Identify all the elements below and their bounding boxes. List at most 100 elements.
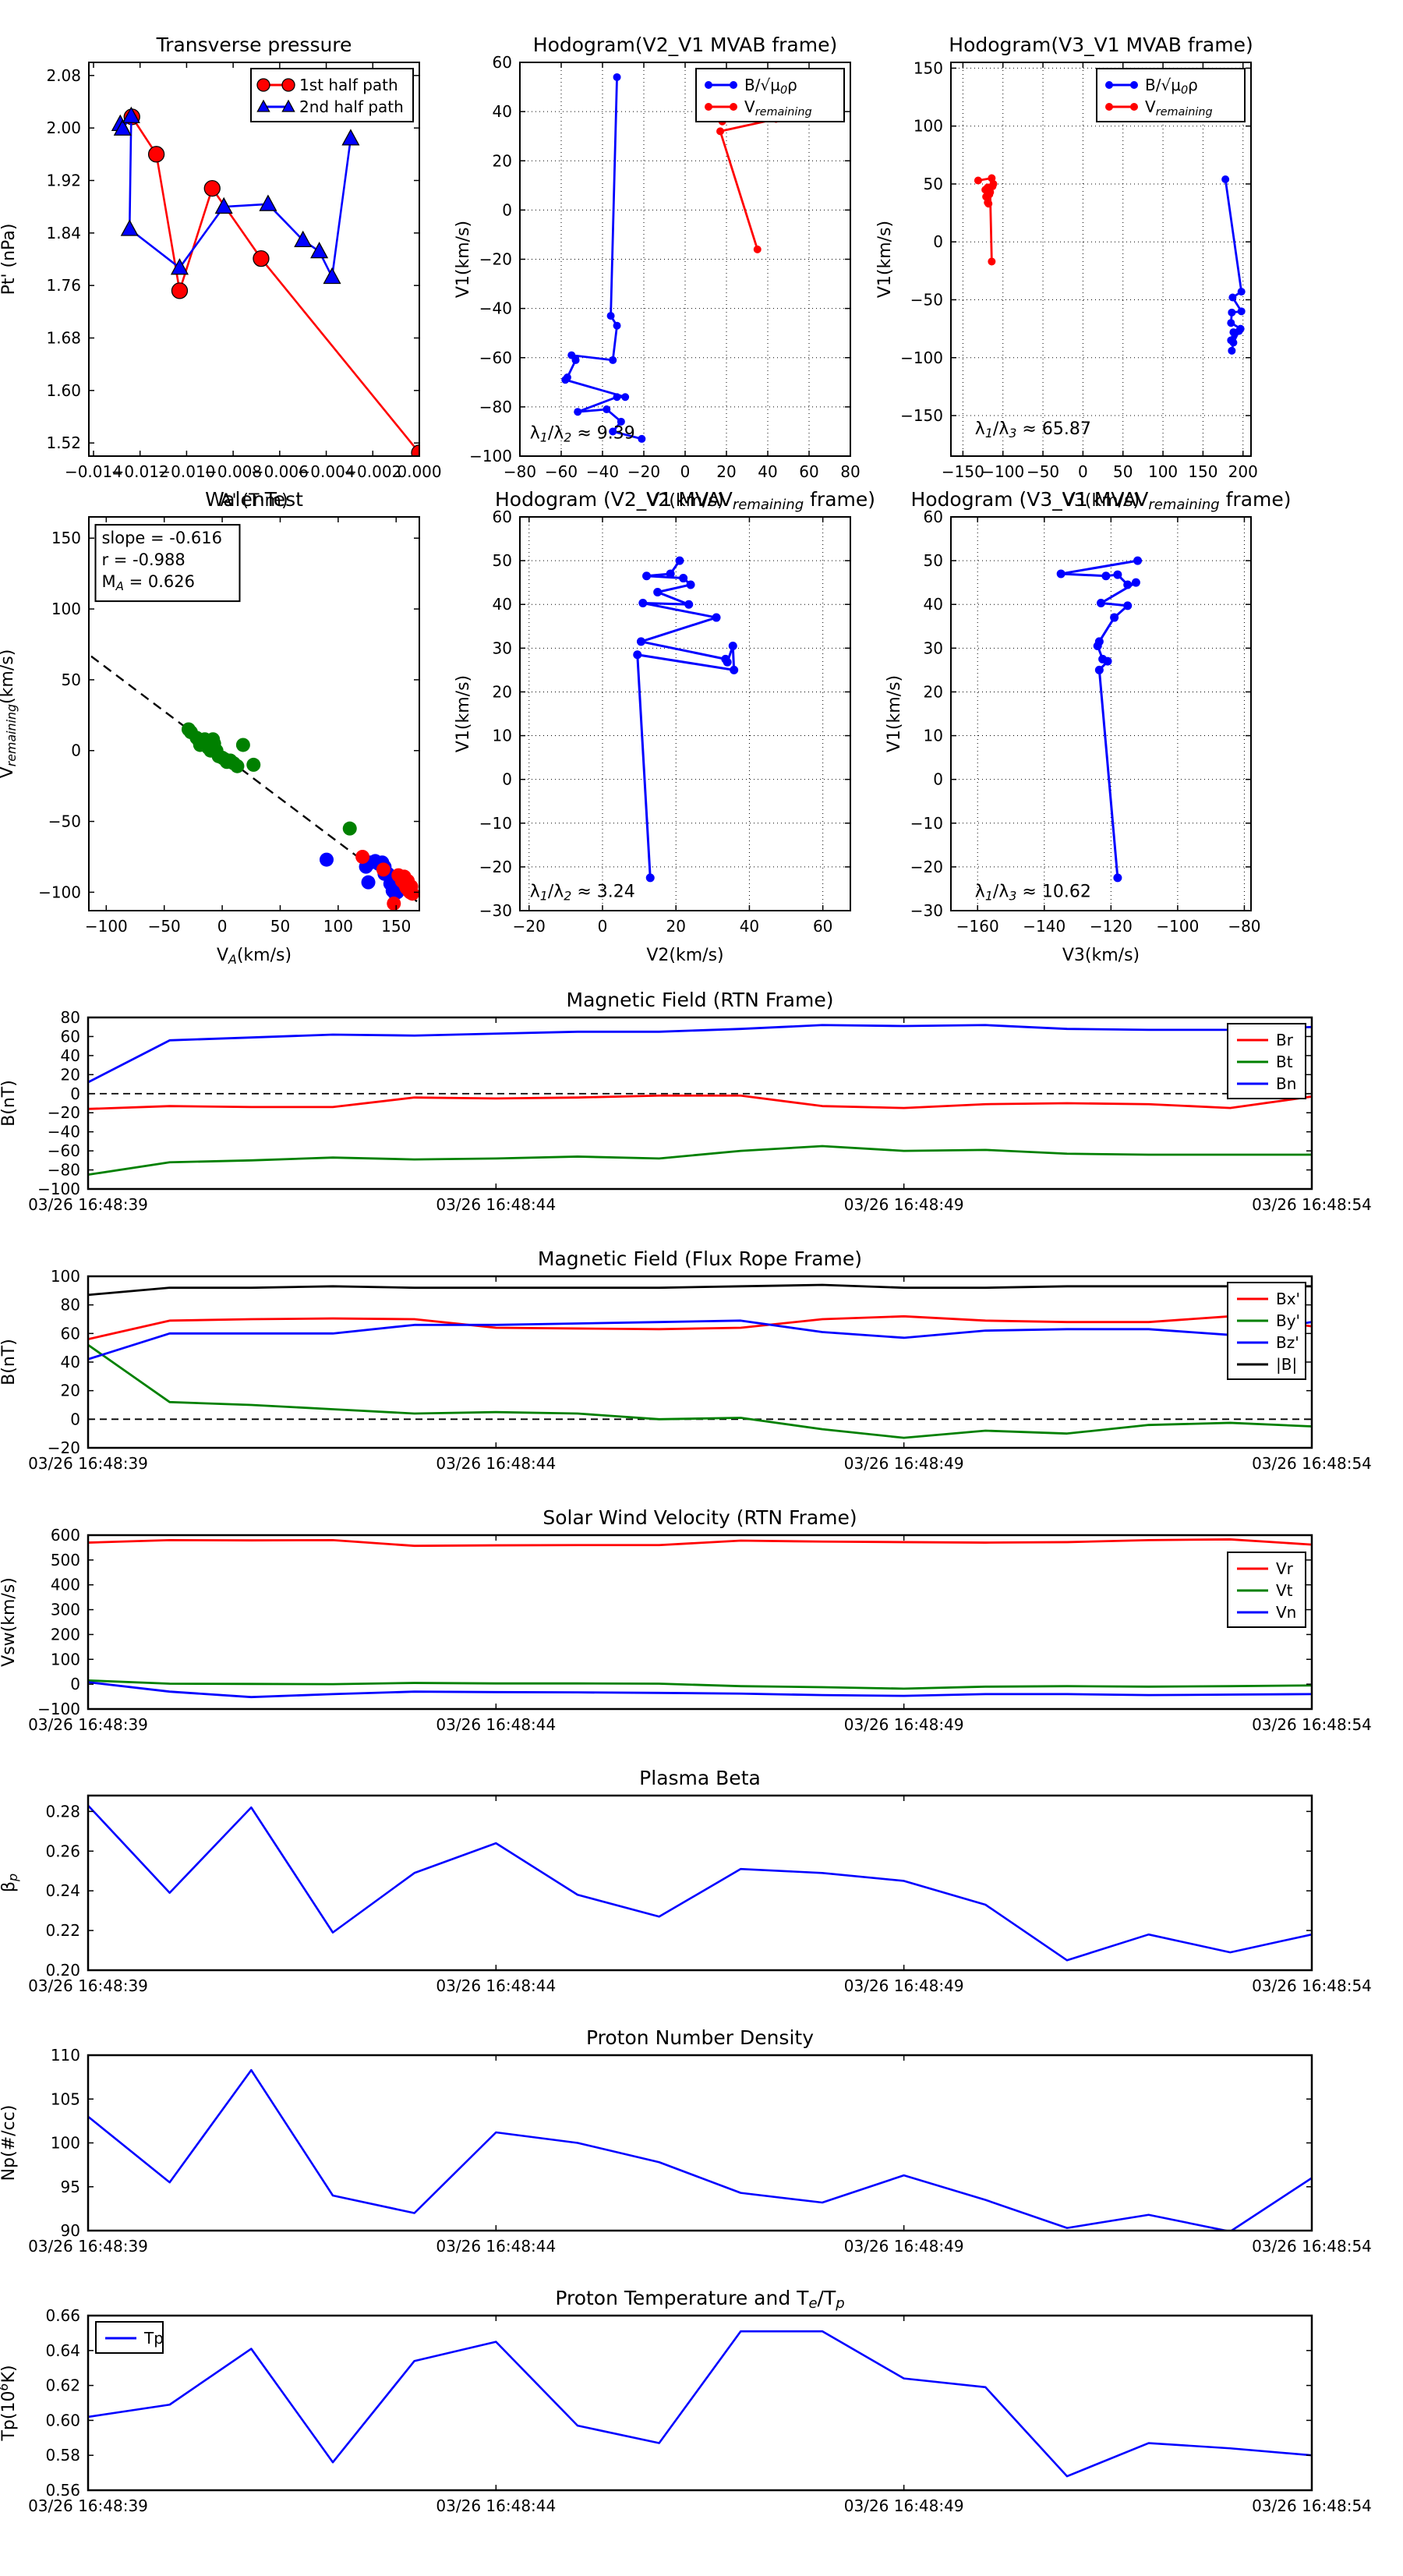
y-tick-label: 1.76 — [46, 276, 81, 295]
x-tick-label: −0.008 — [204, 462, 262, 481]
y-tick-label: 100 — [51, 600, 81, 618]
walen-test-chart: −100 −50 0 50 100 150 −100 −50 0 50 100 150 WalenTes… — [0, 488, 420, 967]
x-axis-label: V2(km/s) — [646, 946, 723, 965]
y-axis-label: Vremaining(km/s) — [0, 649, 19, 779]
y-tick-label: −20 — [479, 858, 512, 876]
y-tick-label: 10 — [493, 727, 512, 745]
y-tick-label: 80 — [61, 1296, 80, 1315]
y-tick-label: 0 — [71, 741, 81, 760]
y-tick-label: 2.08 — [46, 66, 81, 85]
hodogram-v3v1-mvab-chart: −150−100 −50 0 50 100 150 200−150−100−50050100… — [875, 34, 1258, 511]
legend-label: By' — [1276, 1311, 1300, 1330]
y-tick-label: −20 — [910, 858, 943, 876]
y-tick-label: 30 — [493, 639, 512, 657]
y-tick-label: 110 — [51, 2046, 80, 2065]
hodogram-v2v1-mvav-chart: −20 0 20 40 60−30−20−100102030405060Hodogram… — [454, 488, 875, 965]
stats-line: MA = 0.626 — [101, 572, 195, 593]
vsw-rtn-chart: 03/26 16:48:39 03/26 16:48:44 03/26 16:48:… — [0, 1506, 1372, 1734]
y-tick-label: −30 — [910, 901, 943, 920]
y-tick-label: 0.56 — [45, 2481, 80, 2500]
y-tick-label: 105 — [51, 2089, 80, 2108]
axes-frame — [87, 2314, 1313, 2492]
axes-frame — [87, 2054, 1313, 2232]
axes-frame — [87, 1794, 1313, 1972]
x-tick-label: 03/26 16:48:49 — [844, 1715, 964, 1734]
x-tick-label: −0.010 — [157, 462, 215, 481]
y-tick-label: 40 — [493, 102, 512, 121]
series-By-prime — [87, 1343, 1313, 1439]
y-tick-label: −150 — [900, 406, 943, 425]
y-tick-label: 150 — [914, 58, 943, 77]
stats-line: slope = -0.616 — [101, 529, 222, 547]
x-tick-label: 03/26 16:48:54 — [1252, 1715, 1372, 1734]
y-tick-label: 0 — [933, 232, 943, 251]
legend-label: 2nd half path — [299, 97, 404, 116]
x-tick-label: 03/26 16:48:39 — [28, 2237, 148, 2256]
x-tick-label: −50 — [1027, 462, 1059, 481]
legend-label: Vr — [1276, 1559, 1294, 1578]
x-tick-label: 0 — [1078, 462, 1088, 481]
x-tick-label: 03/26 16:48:44 — [436, 2496, 556, 2515]
y-tick-label: 80 — [61, 1008, 80, 1027]
x-tick-label: 40 — [740, 917, 759, 936]
y-tick-label: 0.60 — [45, 2411, 80, 2429]
x-tick-label: 03/26 16:48:54 — [1252, 1454, 1372, 1473]
x-tick-label: 03/26 16:48:49 — [844, 1976, 964, 1995]
axes-frame — [88, 62, 420, 457]
series-Bx-prime — [87, 1315, 1313, 1341]
x-axis-label: V3(km/s) — [1062, 946, 1140, 965]
series-Vr — [87, 1538, 1313, 1548]
x-tick-label: 60 — [813, 917, 832, 936]
x-tick-label: 50 — [1113, 462, 1133, 481]
legend-label: Br — [1276, 1031, 1294, 1049]
chart-title: Proton Temperature and Te/Tp — [555, 2287, 844, 2312]
x-tick-label: 03/26 16:48:54 — [1252, 1976, 1372, 1995]
y-axis-label: Pt' (nPa) — [0, 224, 19, 295]
legend: Vr Vt Vn — [1227, 1552, 1306, 1628]
markers-1st-half-path — [123, 108, 420, 457]
legend-label: Vn — [1276, 1603, 1296, 1622]
x-tick-label: 03/26 16:48:54 — [1252, 2237, 1372, 2256]
legend-label: Bt — [1276, 1053, 1293, 1071]
x-tick-label: −80 — [504, 462, 536, 481]
series-Np — [87, 2068, 1313, 2231]
x-tick-label: 03/26 16:48:54 — [1252, 1195, 1372, 1214]
series-B-magnitude — [87, 1283, 1312, 1297]
axes-frame — [88, 516, 420, 911]
x-tick-label: −140 — [1023, 917, 1066, 936]
chart-title: Proton Number Density — [586, 2026, 814, 2049]
y-tick-label: 20 — [61, 1065, 80, 1084]
y-tick-label: 0.20 — [45, 1961, 80, 1980]
legend: Br Bt Bn — [1227, 1023, 1306, 1099]
markers-B-path — [561, 73, 646, 443]
annotation: λ1/λ2 ≈ 3.24 — [530, 882, 635, 903]
y-tick-label: −20 — [48, 1103, 80, 1122]
y-tick-label: −100 — [37, 1180, 80, 1198]
chart-title: Magnetic Field (Flux Rope Frame) — [538, 1247, 862, 1270]
y-tick-label: 10 — [924, 727, 943, 745]
y-tick-label: −100 — [469, 447, 512, 465]
annotation: λ1/λ3 ≈ 65.87 — [975, 419, 1091, 441]
legend-label: Tp — [143, 2329, 164, 2348]
y-tick-label: 50 — [493, 551, 512, 570]
x-tick-label: 03/26 16:48:39 — [28, 1976, 148, 1995]
y-tick-label: 150 — [51, 529, 81, 547]
axes-frame — [950, 516, 1252, 911]
markers-V-path — [1056, 556, 1143, 883]
legend-label: 1st half path — [299, 76, 398, 94]
x-tick-label: 100 — [323, 917, 353, 936]
y-tick-label: 60 — [924, 508, 943, 526]
y-tick-label: 30 — [924, 639, 943, 657]
series-Br — [87, 1094, 1313, 1110]
legend: Tp — [95, 2321, 164, 2354]
y-tick-label: 100 — [51, 1650, 80, 1668]
x-tick-label: 60 — [799, 462, 818, 481]
x-axis-label: A' (T·m) — [220, 491, 288, 511]
markers-V-path — [633, 556, 739, 883]
series-beta-p — [87, 1804, 1313, 1962]
chart-title: Hodogram(V2_V1 MVAB frame) — [533, 34, 837, 56]
x-tick-label: 03/26 16:48:39 — [28, 1195, 148, 1214]
y-tick-label: 90 — [61, 2221, 80, 2240]
